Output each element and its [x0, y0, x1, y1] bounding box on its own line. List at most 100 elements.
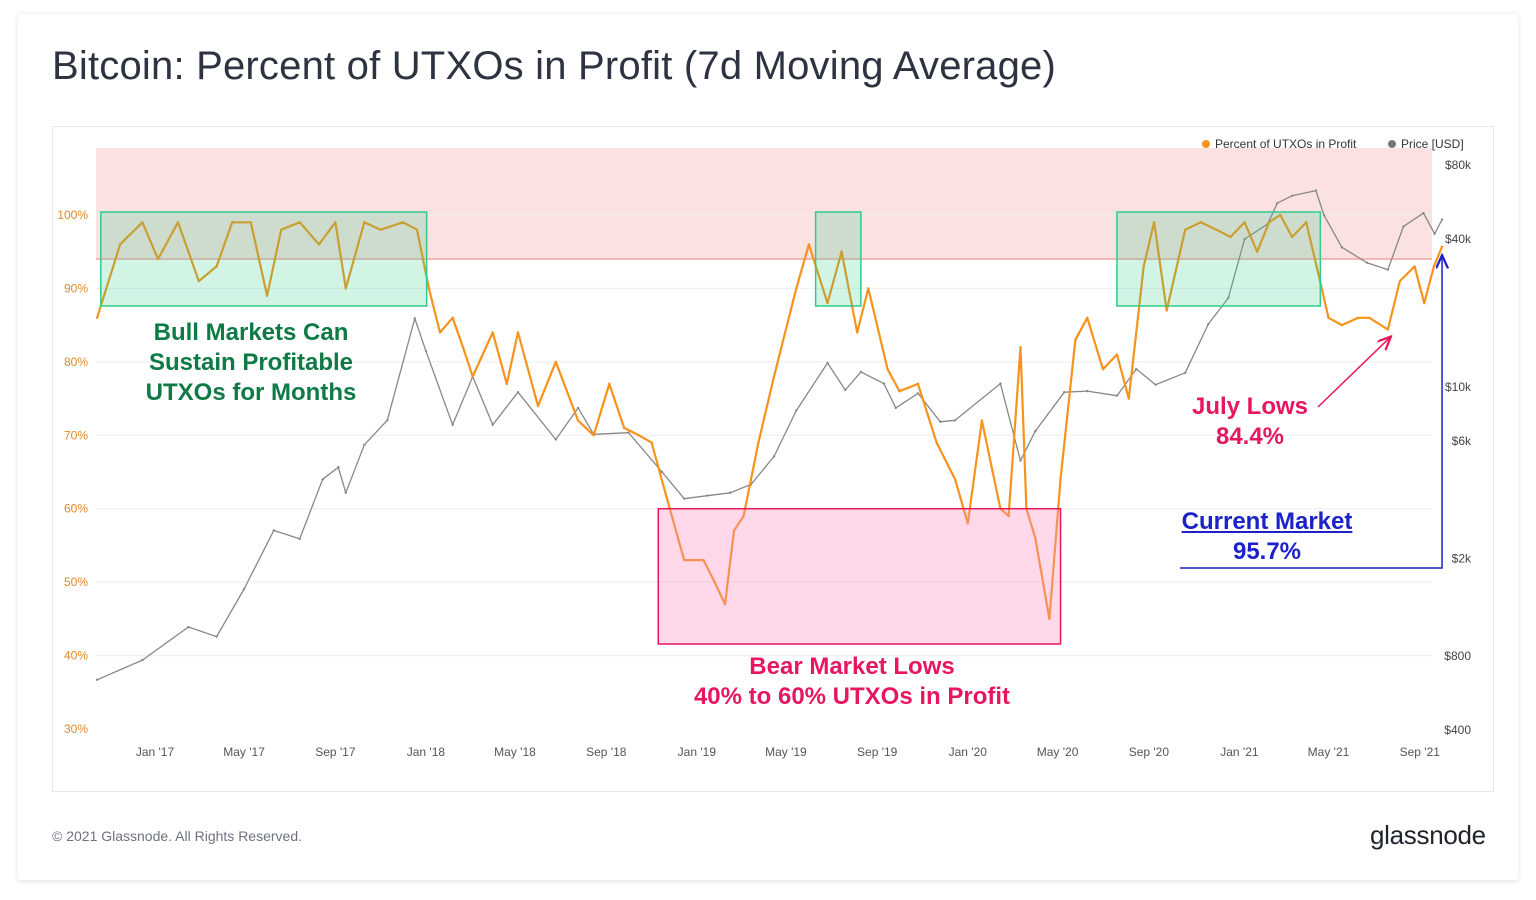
price-series-line-point: [1276, 201, 1279, 205]
glassnode-logo: glassnode: [1370, 820, 1486, 850]
y-left-tick-label: 40%: [64, 649, 88, 663]
bull-market-box: [1116, 211, 1322, 307]
profit-series-line-point: [491, 331, 494, 334]
profit-series-line-point: [471, 375, 474, 378]
annotation-july-lows: July Lows 84.4%: [1180, 392, 1320, 452]
profit-series-line-point: [1256, 250, 1259, 253]
profit-series-line-point: [966, 522, 969, 525]
profit-series-line-point: [1229, 235, 1232, 239]
profit-series-line-point: [118, 243, 122, 246]
profit-series-line-point: [795, 287, 798, 290]
price-series-line-point: [1440, 218, 1444, 221]
y-left-tick-label: 100%: [57, 208, 88, 222]
profit-series-line-point: [980, 419, 984, 422]
profit-series-line-point: [898, 390, 901, 393]
profit-series-line-point: [935, 441, 938, 444]
profit-series-line-point: [344, 287, 347, 290]
price-series-line-point: [1063, 391, 1066, 394]
price-series-line-point: [1227, 296, 1230, 300]
price-series-line-point: [826, 361, 829, 365]
profit-series-line-point: [1101, 368, 1105, 371]
annotation-bull-markets: Bull Markets Can Sustain Profitable UTXO…: [120, 318, 382, 408]
profit-series-line-point: [1440, 245, 1444, 248]
price-series-line-point: [337, 466, 340, 469]
profit-series-line-point: [1267, 221, 1271, 224]
price-series-line-point: [424, 349, 428, 353]
annotation-current-line2: 95.7%: [1232, 538, 1302, 565]
x-tick-label: Sep '20: [1129, 745, 1170, 759]
price-series-line-point: [953, 419, 957, 422]
legend-item-profit[interactable]: Percent of UTXOs in Profit: [1202, 137, 1356, 151]
profit-series-line-point: [1184, 228, 1187, 231]
profit-series-line-point: [1423, 301, 1426, 305]
profit-series-line-point: [1115, 353, 1119, 356]
price-series-line-point: [1086, 389, 1089, 393]
profit-series-line-point: [1142, 265, 1145, 268]
bull-market-box: [814, 211, 862, 307]
profit-series-line-point: [156, 257, 160, 261]
price-series-line-point: [683, 497, 686, 500]
price-series-line-point: [627, 431, 630, 434]
price-series-line-point: [1115, 394, 1119, 397]
price-series-line-point: [999, 382, 1002, 385]
legend-label-price: Price [USD]: [1401, 137, 1464, 151]
profit-series-line-point: [1368, 316, 1371, 319]
legend-item-price[interactable]: Price [USD]: [1388, 137, 1464, 151]
profit-series-line-point: [401, 221, 405, 224]
price-series-line-point: [344, 491, 347, 494]
x-tick-label: May '19: [765, 745, 807, 759]
profit-series-line-point: [826, 301, 829, 305]
y-left-tick-label: 80%: [64, 355, 88, 369]
chart-panel: [52, 126, 1494, 792]
x-tick-label: Jan '19: [678, 745, 717, 759]
x-tick-label: Jan '17: [136, 745, 175, 759]
price-series-line-point: [242, 587, 246, 591]
profit-series-line-point: [141, 221, 144, 224]
page-title: Bitcoin: Percent of UTXOs in Profit (7d …: [52, 44, 1057, 88]
profit-series-line-point: [1340, 323, 1344, 327]
profit-series-line-point: [1074, 338, 1077, 342]
profit-series-line-point: [1327, 316, 1330, 319]
profit-series-line-point: [608, 382, 611, 386]
x-tick-label: May '21: [1308, 745, 1350, 759]
annotation-bull-line2: Sustain Profitable: [148, 349, 354, 376]
profit-series-line-point: [1034, 536, 1037, 540]
profit-series-line-point: [230, 221, 234, 224]
price-series-line-point: [1402, 225, 1405, 228]
profit-series-line-point: [1086, 316, 1089, 319]
profit-series-line-point: [279, 228, 283, 231]
profit-series-line-point: [176, 221, 180, 224]
footer-copyright: © 2021 Glassnode. All Rights Reserved.: [52, 828, 303, 844]
profit-series-line-point: [554, 360, 558, 364]
annotation-bull-line3: UTXOs for Months: [145, 379, 357, 406]
profit-series-line-point: [1127, 397, 1131, 400]
legend-dot-profit: [1202, 140, 1210, 148]
profit-series-line-point: [265, 294, 269, 297]
price-series-line-point: [882, 382, 886, 385]
profit-series-line-point: [622, 426, 626, 430]
y-right-tick-label: $800: [1444, 649, 1471, 663]
profit-series-line-point: [1398, 279, 1401, 283]
x-tick-label: Sep '17: [315, 745, 356, 759]
profit-series-line-point: [415, 228, 419, 231]
profit-series-line-point: [1048, 617, 1051, 621]
price-series-line-point: [660, 470, 664, 474]
price-series-line-point: [516, 391, 520, 394]
profit-series-line-point: [451, 316, 454, 319]
price-series-line-point: [1290, 194, 1294, 197]
profit-series-line-point: [334, 221, 337, 224]
annotation-bear-market-lows: Bear Market Lows 40% to 60% UTXOs in Pro…: [652, 652, 1052, 712]
price-series-line-point: [706, 494, 709, 497]
profit-series-line-point: [379, 228, 382, 231]
annotation-bear-line2: 40% to 60% UTXOs in Profit: [693, 683, 1011, 710]
y-left-tick-label: 50%: [64, 575, 88, 589]
profit-series-line-point: [732, 529, 736, 532]
price-series-line-point: [1034, 429, 1037, 433]
profit-series-line-point: [592, 434, 595, 437]
profit-series-line-point: [363, 221, 366, 224]
x-tick-label: May '17: [223, 745, 265, 759]
profit-series-line-point: [427, 287, 431, 290]
y-right-tick-label: $80k: [1445, 158, 1472, 172]
profit-series-line-point: [807, 243, 811, 246]
